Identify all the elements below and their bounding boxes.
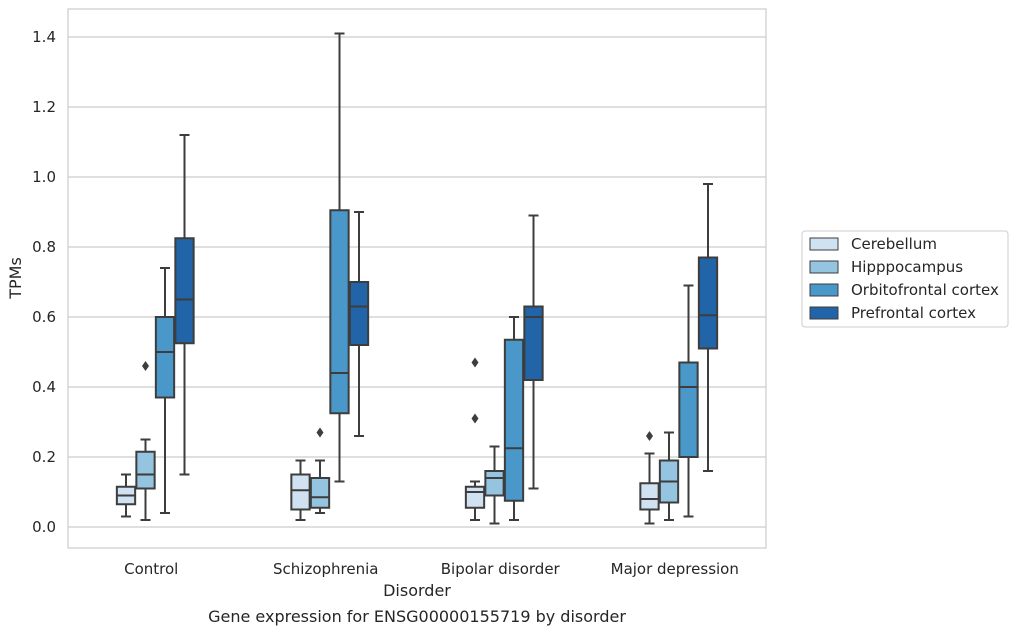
box-body	[464, 485, 486, 509]
y-tick-label: 1.2	[32, 98, 56, 116]
outlier-point	[471, 357, 479, 368]
box-body	[135, 450, 156, 490]
x-tick-label: Schizophrenia	[273, 560, 378, 578]
y-tick-labels: 0.0 0.2 0.4 0.6 0.8 1.0 1.2 1.4	[32, 28, 56, 536]
box-hipppocampus	[484, 445, 505, 525]
legend-entry-label: Hipppocampus	[851, 258, 963, 276]
box-body	[639, 482, 660, 511]
box-body	[503, 338, 525, 502]
legend-entry-label: Cerebellum	[851, 235, 937, 253]
box-body	[348, 281, 370, 346]
chart-title: Gene expression for ENSG00000155719 by d…	[208, 607, 626, 626]
outlier-point	[471, 413, 479, 424]
box-cerebellum	[464, 357, 486, 521]
legend-swatch	[809, 283, 839, 297]
box-cerebellum	[639, 431, 660, 525]
legend-swatch	[809, 306, 839, 320]
x-tick-label: Control	[124, 560, 178, 578]
y-tick-label: 0.0	[32, 518, 56, 536]
outlier-point	[142, 361, 149, 371]
box-body	[697, 256, 719, 350]
box-hipppocampus	[309, 427, 331, 514]
box-body	[484, 470, 505, 497]
y-tick-label: 0.6	[32, 308, 56, 326]
y-tick-label: 0.2	[32, 448, 56, 466]
y-tick-label: 0.4	[32, 378, 56, 396]
legend-swatch	[809, 260, 839, 274]
box-cerebellum	[290, 459, 311, 521]
box-body	[174, 237, 195, 345]
box-orbitofrontal-cortex	[678, 284, 699, 518]
legend-swatch	[809, 237, 839, 251]
box-orbitofrontal-cortex	[154, 267, 176, 514]
box-body	[154, 316, 176, 399]
box-body	[309, 477, 331, 509]
box-body	[523, 305, 544, 381]
y-tick-label: 1.4	[32, 28, 56, 46]
outlier-point	[316, 427, 324, 438]
box-body	[678, 361, 699, 458]
legend: Cerebellum Hipppocampus Orbitofrontal cort…	[801, 230, 1009, 328]
box-prefrontal-cortex	[348, 211, 370, 437]
box-hipppocampus	[658, 431, 680, 521]
box-hipppocampus	[135, 361, 156, 521]
legend-entry-label: Prefrontal cortex	[851, 304, 976, 322]
x-tick-label: Bipolar disorder	[441, 560, 561, 578]
y-axis-label: TPMs	[6, 257, 25, 300]
box-cerebellum	[115, 473, 137, 518]
box-plot-marks	[115, 32, 719, 525]
plot-area-frame	[67, 8, 767, 549]
legend-frame	[801, 230, 1009, 328]
box-orbitofrontal-cortex	[329, 32, 350, 483]
legend-entry-label: Orbitofrontal cortex	[851, 281, 999, 299]
box-prefrontal-cortex	[174, 134, 195, 476]
box-prefrontal-cortex	[523, 214, 544, 490]
outlier-point	[646, 431, 653, 441]
box-body	[329, 209, 350, 415]
box-body	[290, 473, 311, 511]
x-tick-label: Major depression	[611, 560, 739, 578]
box-orbitofrontal-cortex	[503, 316, 525, 521]
box-prefrontal-cortex	[697, 183, 719, 472]
x-axis-label: Disorder	[383, 581, 451, 600]
x-tick-labels: Control Schizophrenia Bipolar disorder Majo…	[124, 560, 739, 578]
y-tick-label: 0.8	[32, 238, 56, 256]
y-tick-label: 1.0	[32, 168, 56, 186]
